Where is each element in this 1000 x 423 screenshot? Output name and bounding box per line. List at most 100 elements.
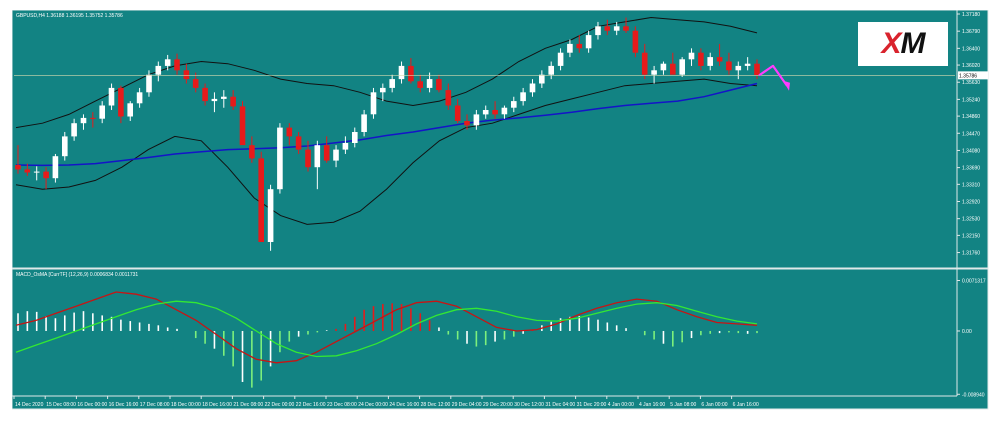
- candle: [286, 123, 293, 146]
- candle: [529, 79, 536, 97]
- candle-body: [174, 59, 180, 71]
- price-axis: 1.37180 1.36790 1.36400 1.36020 1.35630 1.352…: [957, 12, 980, 257]
- moving-average: [15, 82, 758, 167]
- chart-canvas[interactable]: GBPUSD,H4 1.36188 1.36195 1.35752 1.3578…: [12, 10, 990, 410]
- indicator-panel[interactable]: [12, 268, 989, 410]
- candle: [108, 83, 115, 110]
- candle: [408, 58, 414, 84]
- time-tick-label: 30 Dec 12:00: [514, 402, 544, 408]
- price-tick-label: 1.32150: [962, 233, 980, 239]
- candle: [389, 74, 395, 93]
- candle-body: [230, 96, 236, 107]
- candle-body: [24, 169, 31, 173]
- candle: [24, 163, 31, 176]
- time-tick-label: 4 Jan 16:00: [639, 402, 665, 408]
- candle-body: [408, 65, 414, 82]
- candle-body: [258, 158, 264, 242]
- price-tick-label: 1.34470: [962, 131, 980, 137]
- time-tick-label: 6 Jan 16:00: [733, 402, 759, 408]
- candle-body: [239, 106, 246, 146]
- candle-body: [295, 136, 302, 150]
- candle-body: [398, 65, 405, 80]
- candle-body: [754, 63, 760, 76]
- candle-body: [361, 114, 367, 132]
- candle: [641, 43, 648, 80]
- time-tick-label: 6 Jan 00:00: [701, 402, 727, 408]
- time-tick-label: 17 Dec 08:00: [140, 402, 170, 408]
- candle-body: [380, 87, 386, 93]
- candle: [473, 109, 480, 130]
- time-axis: 14 Dec 2020 15 Dec 08:00 16 Dec 00:00 16 De…: [13, 396, 759, 408]
- candle-body: [520, 92, 526, 102]
- forecast-path: [758, 64, 788, 87]
- candle: [426, 72, 433, 93]
- candle: [417, 74, 423, 93]
- candle: [192, 72, 199, 93]
- price-tick-label: 1.36790: [962, 29, 980, 35]
- candle: [613, 21, 620, 36]
- candle: [314, 140, 321, 190]
- bollinger-lower: [15, 78, 758, 225]
- candle: [211, 92, 218, 113]
- candle: [136, 87, 143, 108]
- candle: [342, 136, 349, 154]
- candle-body: [726, 61, 732, 71]
- macd-line: [15, 291, 758, 364]
- candle: [716, 43, 723, 66]
- candle-body: [370, 92, 377, 115]
- candle: [436, 74, 442, 93]
- candle-body: [342, 143, 349, 150]
- candle-body: [211, 98, 218, 102]
- candle: [33, 166, 40, 181]
- candle-body: [426, 79, 433, 88]
- time-tick-label: 5 Jan 08:00: [670, 402, 696, 408]
- candle: [361, 109, 367, 137]
- candle-body: [183, 70, 190, 80]
- candle-body: [99, 105, 105, 119]
- current-price-line: 1.35786: [14, 71, 988, 80]
- time-tick-label: 22 Dec 00:00: [265, 402, 295, 408]
- candle: [99, 101, 105, 124]
- candle: [445, 83, 452, 110]
- time-tick-label: 29 Dec 20:00: [483, 402, 513, 408]
- candle-body: [136, 92, 143, 104]
- candle: [651, 65, 657, 84]
- candle-body: [464, 121, 470, 126]
- candle-body: [679, 59, 685, 75]
- logo-text: M: [900, 27, 926, 60]
- candle: [585, 30, 592, 53]
- candle-body: [660, 63, 667, 71]
- candle: [277, 123, 283, 194]
- candle: [726, 52, 732, 75]
- candle: [670, 52, 676, 75]
- candle: [249, 136, 255, 163]
- candle: [604, 19, 611, 36]
- price-tick-label: 1.36020: [962, 63, 980, 69]
- time-tick-label: 14 Dec 2020: [15, 402, 44, 408]
- candle: [735, 61, 742, 80]
- price-tick-label: 1.34080: [962, 148, 980, 154]
- candle-body: [62, 136, 68, 157]
- forecast-arrowhead: [783, 80, 790, 91]
- candle-body: [249, 145, 255, 159]
- candle-body: [707, 57, 713, 66]
- time-tick-label: 31 Dec 04:00: [545, 402, 575, 408]
- candle-body: [716, 57, 723, 62]
- candle-body: [473, 114, 480, 126]
- price-tick-label: 1.35240: [962, 97, 980, 103]
- candle-body: [221, 96, 227, 99]
- candle-body: [389, 79, 395, 88]
- candle: [71, 118, 77, 141]
- price-panel[interactable]: [12, 10, 989, 269]
- moving-average-line: [15, 82, 758, 167]
- bollinger-bands: [15, 16, 758, 225]
- candle-body: [71, 123, 77, 137]
- candle: [698, 48, 704, 71]
- candle-body: [323, 145, 330, 161]
- price-tick-label: 1.32530: [962, 217, 980, 223]
- candle-body: [286, 127, 293, 137]
- candle-body: [688, 52, 695, 60]
- candle-body: [454, 105, 461, 121]
- time-tick-label: 23 Dec 08:00: [327, 402, 357, 408]
